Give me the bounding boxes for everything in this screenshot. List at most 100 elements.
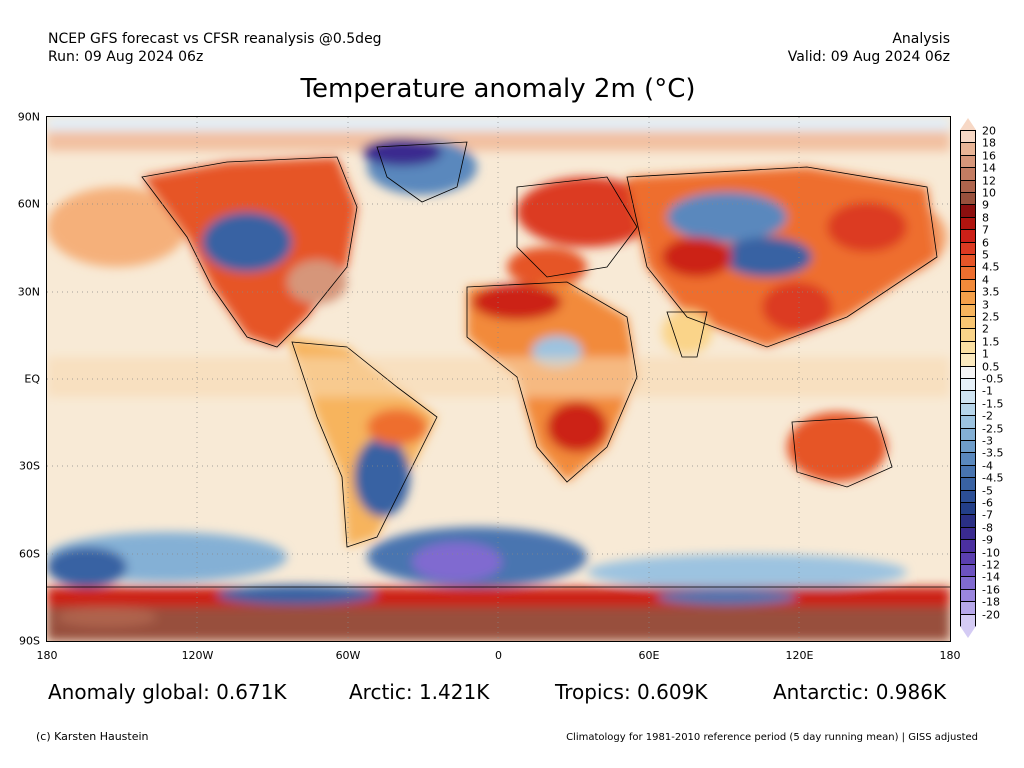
colorbar-cell <box>960 613 976 627</box>
colorbar-label: 4.5 <box>982 260 1000 274</box>
colorbar-cell <box>960 266 976 280</box>
colorbar-label: 14 <box>982 161 996 175</box>
colorbar-label: -6 <box>982 496 993 510</box>
valid-line: Valid: 09 Aug 2024 06z <box>787 49 950 65</box>
colorbar-label: -3 <box>982 434 993 448</box>
colorbar-label: 2 <box>982 322 989 336</box>
colorbar-label: -2 <box>982 409 993 423</box>
colorbar-cell <box>960 539 976 553</box>
colorbar-cell <box>960 179 976 193</box>
colorbar-cell <box>960 316 976 330</box>
colorbar-cell <box>960 477 976 491</box>
colorbar-label: -3.5 <box>982 446 1004 460</box>
stat-arctic: Arctic: 1.421K <box>349 680 490 704</box>
stat-antarctic: Antarctic: 0.986K <box>773 680 947 704</box>
colorbar-cell <box>960 588 976 603</box>
colorbar-cell <box>960 229 976 243</box>
colorbar-label: 1.5 <box>982 335 1000 349</box>
colorbar-label: 4 <box>982 273 989 287</box>
coastlines <box>47 141 950 588</box>
lat-label: 60N <box>17 197 40 211</box>
lon-label: 120W <box>181 649 214 662</box>
colorbar-cell <box>960 204 976 218</box>
colorbar-label: -1 <box>982 384 993 398</box>
map-title: Temperature anomaly 2m (°C) <box>300 74 696 104</box>
colorbar-cell <box>960 427 976 441</box>
colorbar-cell <box>960 340 976 355</box>
colorbar-label: 16 <box>982 149 996 163</box>
colorbar-cell <box>960 303 976 317</box>
colorbar-cell <box>960 464 976 479</box>
colorbar-cell <box>960 551 976 565</box>
colorbar-cell <box>960 576 976 590</box>
anomaly-field <box>47 117 950 641</box>
colorbar-cell <box>960 514 976 528</box>
lat-label: 30N <box>17 285 40 299</box>
colorbar-cell <box>960 154 976 169</box>
colorbar-cell <box>960 278 976 293</box>
colorbar-cell <box>960 564 976 578</box>
colorbar-cell <box>960 365 976 379</box>
header-right: Analysis Valid: 09 Aug 2024 06z <box>788 30 950 66</box>
lat-label: EQ <box>24 372 40 386</box>
colorbar-label: -10 <box>982 546 1000 560</box>
stat-tropics: Tropics: 0.609K <box>555 680 708 704</box>
footer-credit: (c) Karsten Haustein <box>36 730 149 743</box>
colorbar-label: -8 <box>982 521 993 535</box>
colorbar-cell <box>960 167 976 181</box>
colorbar-label: -1.5 <box>982 397 1004 411</box>
colorbar-cell <box>960 378 976 392</box>
lat-label: 90S <box>19 634 40 648</box>
lat-label: 90N <box>17 110 40 124</box>
colorbar-cell <box>960 216 976 231</box>
header-left: NCEP GFS forecast vs CFSR reanalysis @0.… <box>48 30 382 66</box>
colorbar-top-arrow <box>960 118 976 130</box>
colorbar-label: 6 <box>982 236 989 250</box>
colorbar-cell <box>960 390 976 404</box>
colorbar-cell <box>960 601 976 615</box>
colorbar-label: -7 <box>982 508 993 522</box>
colorbar-label: 20 <box>982 124 996 138</box>
colorbar-cell <box>960 489 976 503</box>
colorbar-label: -0.5 <box>982 372 1004 386</box>
colorbar-bottom-arrow <box>960 626 976 638</box>
lon-label: 180 <box>939 649 961 662</box>
lat-label: 60S <box>19 547 40 561</box>
colorbar-cell <box>960 328 976 342</box>
colorbar-cell <box>960 402 976 417</box>
lat-label: 30S <box>19 459 40 473</box>
map-canvas <box>47 117 950 641</box>
lon-label: 60E <box>638 649 660 662</box>
colorbar-cell <box>960 192 976 206</box>
colorbar-label: -14 <box>982 570 1000 584</box>
type-line: Analysis <box>892 31 950 47</box>
colorbar-label: 2.5 <box>982 310 1000 324</box>
colorbar-label: 5 <box>982 248 989 262</box>
footer-note: Climatology for 1981-2010 reference peri… <box>566 732 978 743</box>
colorbar-label: -18 <box>982 595 1000 609</box>
colorbar-cell <box>960 440 976 454</box>
run-line: Run: 09 Aug 2024 06z <box>48 49 204 65</box>
colorbar-cell <box>960 353 976 367</box>
colorbar-label: -12 <box>982 558 1000 572</box>
colorbar-label: -9 <box>982 533 993 547</box>
colorbar-cell <box>960 241 976 255</box>
colorbar-cell <box>960 254 976 268</box>
colorbar-label: -4 <box>982 459 993 473</box>
graticule <box>47 117 950 641</box>
colorbar-label: 3 <box>982 298 989 312</box>
colorbar-cell <box>960 291 976 305</box>
colorbar-label: -16 <box>982 583 1000 597</box>
colorbar-label: -5 <box>982 484 993 498</box>
colorbar-label: -20 <box>982 608 1000 622</box>
colorbar-label: 12 <box>982 174 996 188</box>
lon-label: 0 <box>495 649 502 662</box>
anomaly-map <box>46 116 951 642</box>
colorbar-label: -2.5 <box>982 422 1004 436</box>
colorbar-label: 7 <box>982 223 989 237</box>
colorbar-label: 9 <box>982 198 989 212</box>
stat-global: Anomaly global: 0.671K <box>48 680 287 704</box>
colorbar-cell <box>960 130 976 144</box>
colorbar-label: 0.5 <box>982 360 1000 374</box>
colorbar-label: 3.5 <box>982 285 1000 299</box>
